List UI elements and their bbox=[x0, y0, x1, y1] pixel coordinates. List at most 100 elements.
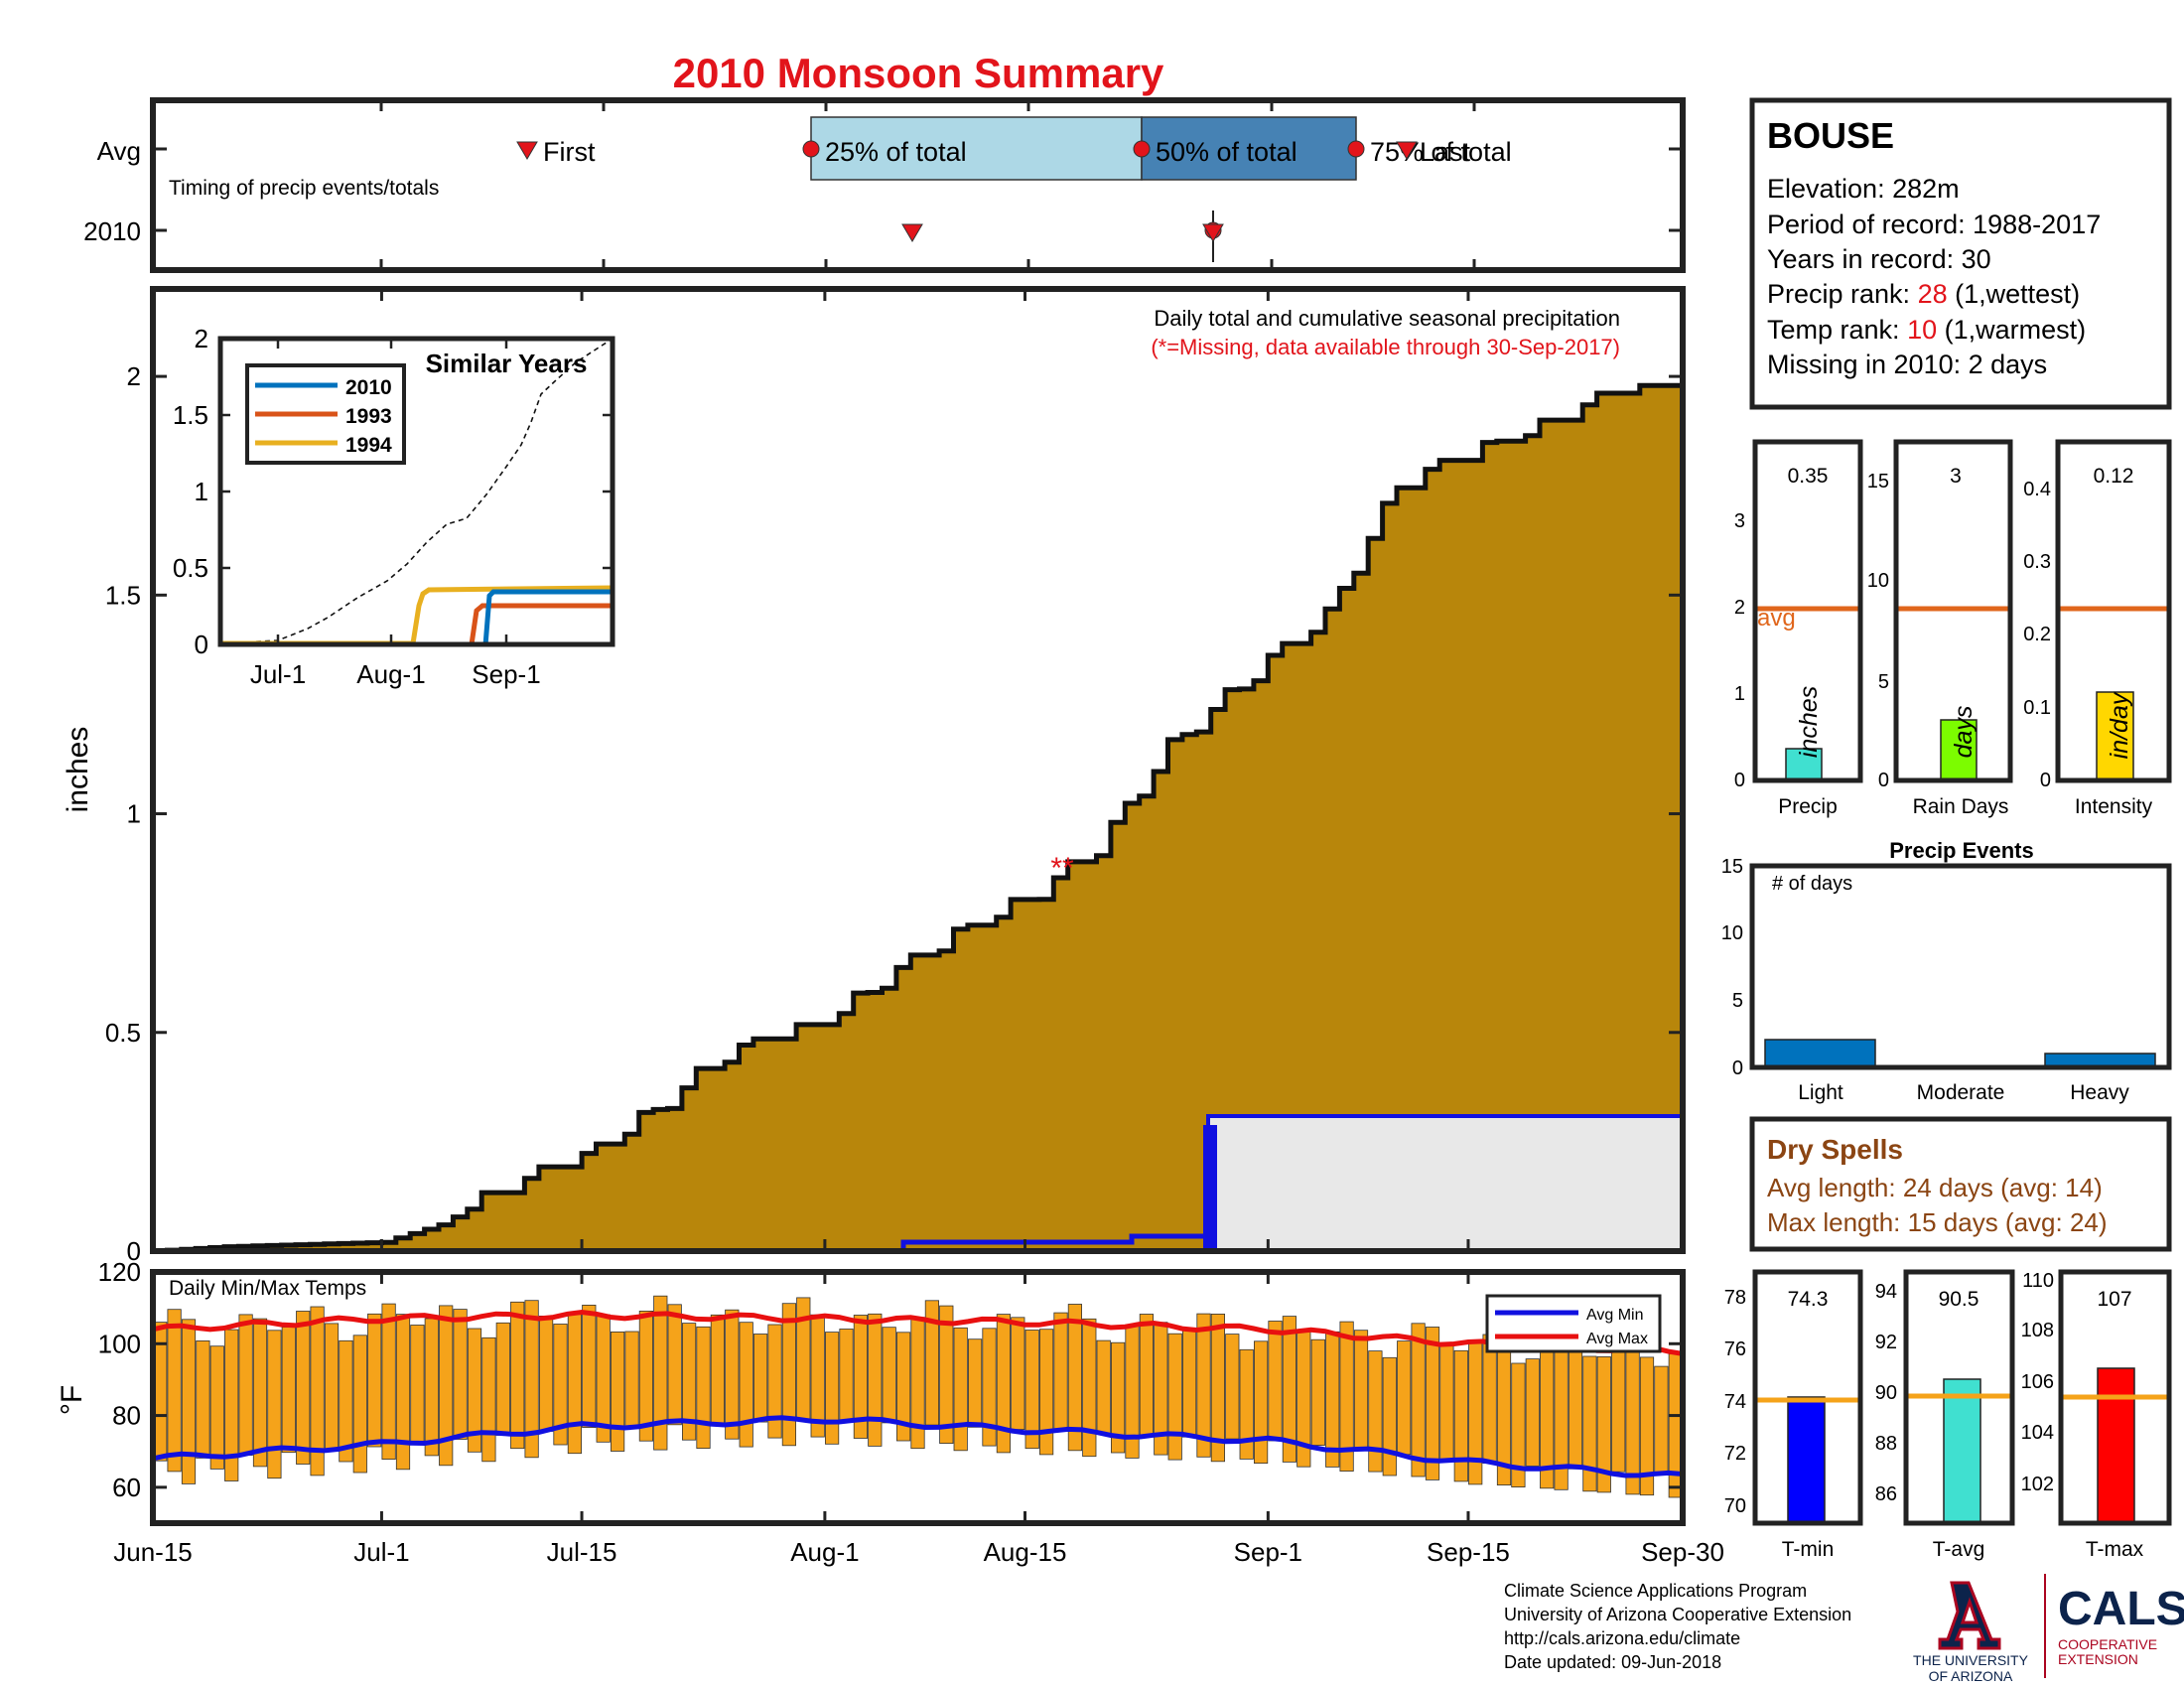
daily-temp-bar bbox=[481, 1336, 496, 1463]
cals-logo-text: CALS bbox=[2058, 1583, 2184, 1635]
temp-y-tick-label: 100 bbox=[98, 1329, 141, 1358]
precip-total-ytick-0: 0 bbox=[1734, 770, 1745, 791]
daily-temp-bar bbox=[410, 1325, 425, 1444]
tmin-frame bbox=[1752, 1269, 1863, 1526]
station-missing: Missing in 2010: 2 days bbox=[1767, 350, 2047, 379]
dry-spells-box: Dry Spells Avg length: 24 days (avg: 14)… bbox=[1749, 1116, 2172, 1252]
tmin-ytick-2: 74 bbox=[1724, 1391, 1746, 1413]
date-axis-label: Jul-15 bbox=[547, 1537, 617, 1567]
dry-spells-frame bbox=[1749, 1116, 2172, 1252]
tmax-ytick-0: 102 bbox=[2021, 1474, 2054, 1495]
avg-75pct-marker bbox=[1347, 140, 1365, 158]
daily-temp-bar bbox=[1139, 1314, 1154, 1436]
tmax-value: 107 bbox=[2097, 1288, 2131, 1311]
inset-line-2010 bbox=[220, 589, 613, 644]
intensity-chart: 0.12 in/day Intensity 0 0.1 0.2 0.3 0.4 bbox=[2023, 439, 2172, 818]
precip-events-frame bbox=[1749, 863, 2172, 1070]
precip-total-value: 0.35 bbox=[1788, 465, 1829, 488]
precip-note: Daily total and cumulative seasonal prec… bbox=[1154, 306, 1620, 331]
daily-temp-bar bbox=[209, 1345, 224, 1470]
tmin-ytick-0: 70 bbox=[1724, 1495, 1746, 1517]
daily-temp-bar bbox=[524, 1300, 539, 1459]
tmax-ytick-2: 106 bbox=[2021, 1371, 2054, 1393]
tavg-bar bbox=[1943, 1378, 1981, 1524]
missing-data-marker: ** bbox=[1050, 852, 1074, 885]
daily-temp-bar bbox=[611, 1332, 625, 1452]
timing-ticks bbox=[153, 100, 1683, 270]
daily-temp-bar bbox=[1268, 1321, 1283, 1442]
daily-temp-bar bbox=[968, 1338, 983, 1428]
station-period: Period of record: 1988-2017 bbox=[1767, 210, 2101, 239]
intensity-value: 0.12 bbox=[2094, 465, 2134, 488]
daily-temp-bar bbox=[1011, 1317, 1025, 1431]
temp-ticks bbox=[153, 1270, 1683, 1523]
precip-total-xlabel: Precip bbox=[1778, 795, 1838, 818]
precip-panel: 0 0.5 1 1.5 2 inches Daily total and cumulat… bbox=[62, 286, 1686, 1266]
daily-temp-bar bbox=[267, 1330, 282, 1479]
daily-temp-bar bbox=[1596, 1356, 1611, 1493]
rain-days-ytick-3: 15 bbox=[1867, 471, 1889, 492]
station-elevation: Elevation: 282m bbox=[1767, 174, 1960, 204]
temp-y-tick-label: 80 bbox=[112, 1401, 141, 1431]
daily-temp-bar bbox=[1182, 1328, 1197, 1438]
tmin-ytick-1: 72 bbox=[1724, 1443, 1746, 1465]
precip-y-tick-label: 1.5 bbox=[105, 580, 141, 610]
dry-spells-avg: Avg length: 24 days (avg: 14) bbox=[1767, 1173, 2103, 1202]
daily-temp-bar bbox=[467, 1328, 482, 1453]
precip-events-chart: Precip Events # of days 0 5 10 15 Light … bbox=[1721, 838, 2172, 1104]
year-first-marker bbox=[901, 223, 923, 242]
tmax-ytick-4: 110 bbox=[2022, 1270, 2054, 1292]
temperature-panel: 60 80 100 120 °F Daily Min/Max Temps Avg Mi… bbox=[56, 1257, 1686, 1526]
daily-temp-bar bbox=[1639, 1356, 1655, 1496]
daily-temp-bar bbox=[810, 1314, 825, 1438]
rain-days-frame bbox=[1893, 439, 2013, 783]
legend-label-1993: 1993 bbox=[345, 405, 392, 428]
legend-label-1994: 1994 bbox=[345, 434, 392, 457]
date-axis-label: Jul-1 bbox=[353, 1537, 409, 1567]
inset-y-tick-label: 2 bbox=[195, 324, 208, 353]
daily-temp-bar bbox=[653, 1295, 668, 1451]
avg-max-line bbox=[153, 1309, 1683, 1356]
daily-temp-bar bbox=[1511, 1362, 1526, 1487]
temp-legend bbox=[1485, 1294, 1662, 1353]
daily-temp-bar bbox=[567, 1314, 583, 1455]
precip-y-tick-label: 2 bbox=[127, 361, 141, 391]
tavg-frame bbox=[1903, 1269, 2015, 1526]
daily-temp-bar bbox=[839, 1329, 854, 1422]
daily-temp-bar bbox=[1282, 1316, 1297, 1463]
precip-ticks bbox=[153, 289, 1683, 1253]
daily-temp-bar bbox=[1325, 1331, 1340, 1468]
daily-temp-bar bbox=[953, 1327, 968, 1452]
temp-frame bbox=[150, 1269, 1686, 1526]
daily-temp-bar bbox=[582, 1305, 597, 1429]
timing-label-first: First bbox=[543, 137, 596, 167]
temp-ylabel: °F bbox=[56, 1385, 88, 1415]
precip-missing-note: (*=Missing, data available through 30-Se… bbox=[1151, 335, 1620, 359]
daily-temp-bar bbox=[181, 1319, 197, 1484]
ua-logo-line-2: OF ARIZONA bbox=[1929, 1668, 2013, 1684]
dry-spells-title: Dry Spells bbox=[1767, 1134, 1903, 1165]
events-ytick-2: 10 bbox=[1721, 922, 1743, 944]
timing-box-q1 bbox=[810, 116, 1143, 181]
station-temp-rank: Temp rank: 10 (1,warmest) bbox=[1767, 315, 2086, 345]
precip-y-tick-label: 0.5 bbox=[105, 1018, 141, 1048]
daily-temp-bar bbox=[1239, 1348, 1254, 1460]
daily-temp-bar bbox=[352, 1335, 367, 1474]
tmin-chart: 74.3 T-min 70 72 74 76 78 bbox=[1724, 1269, 1863, 1561]
station-years: Years in record: 30 bbox=[1767, 244, 1991, 274]
daily-temp-bar bbox=[781, 1303, 797, 1447]
timing-row-year: 2010 bbox=[83, 216, 141, 246]
intensity-bar bbox=[2096, 691, 2134, 781]
rain-days-chart: 3 days Rain Days 0 5 10 15 bbox=[1867, 439, 2013, 818]
date-axis-label: Jun-15 bbox=[113, 1537, 193, 1567]
daily-temp-bar bbox=[1411, 1323, 1426, 1477]
daily-temp-bar bbox=[1039, 1329, 1054, 1456]
dry-spells-max: Max length: 15 days (avg: 24) bbox=[1767, 1207, 2108, 1237]
timing-label-50: 50% of total bbox=[1156, 137, 1297, 167]
avg-min-line bbox=[153, 1415, 1683, 1478]
tmin-ytick-4: 78 bbox=[1724, 1287, 1746, 1309]
timing-panel: Avg 2010 Timing of precip events/totals … bbox=[83, 97, 1686, 273]
daily-temp-bar bbox=[1525, 1358, 1540, 1467]
intensity-yticks: 0 0.1 0.2 0.3 0.4 bbox=[2023, 479, 2051, 791]
daily-temp-bar bbox=[1225, 1334, 1240, 1440]
